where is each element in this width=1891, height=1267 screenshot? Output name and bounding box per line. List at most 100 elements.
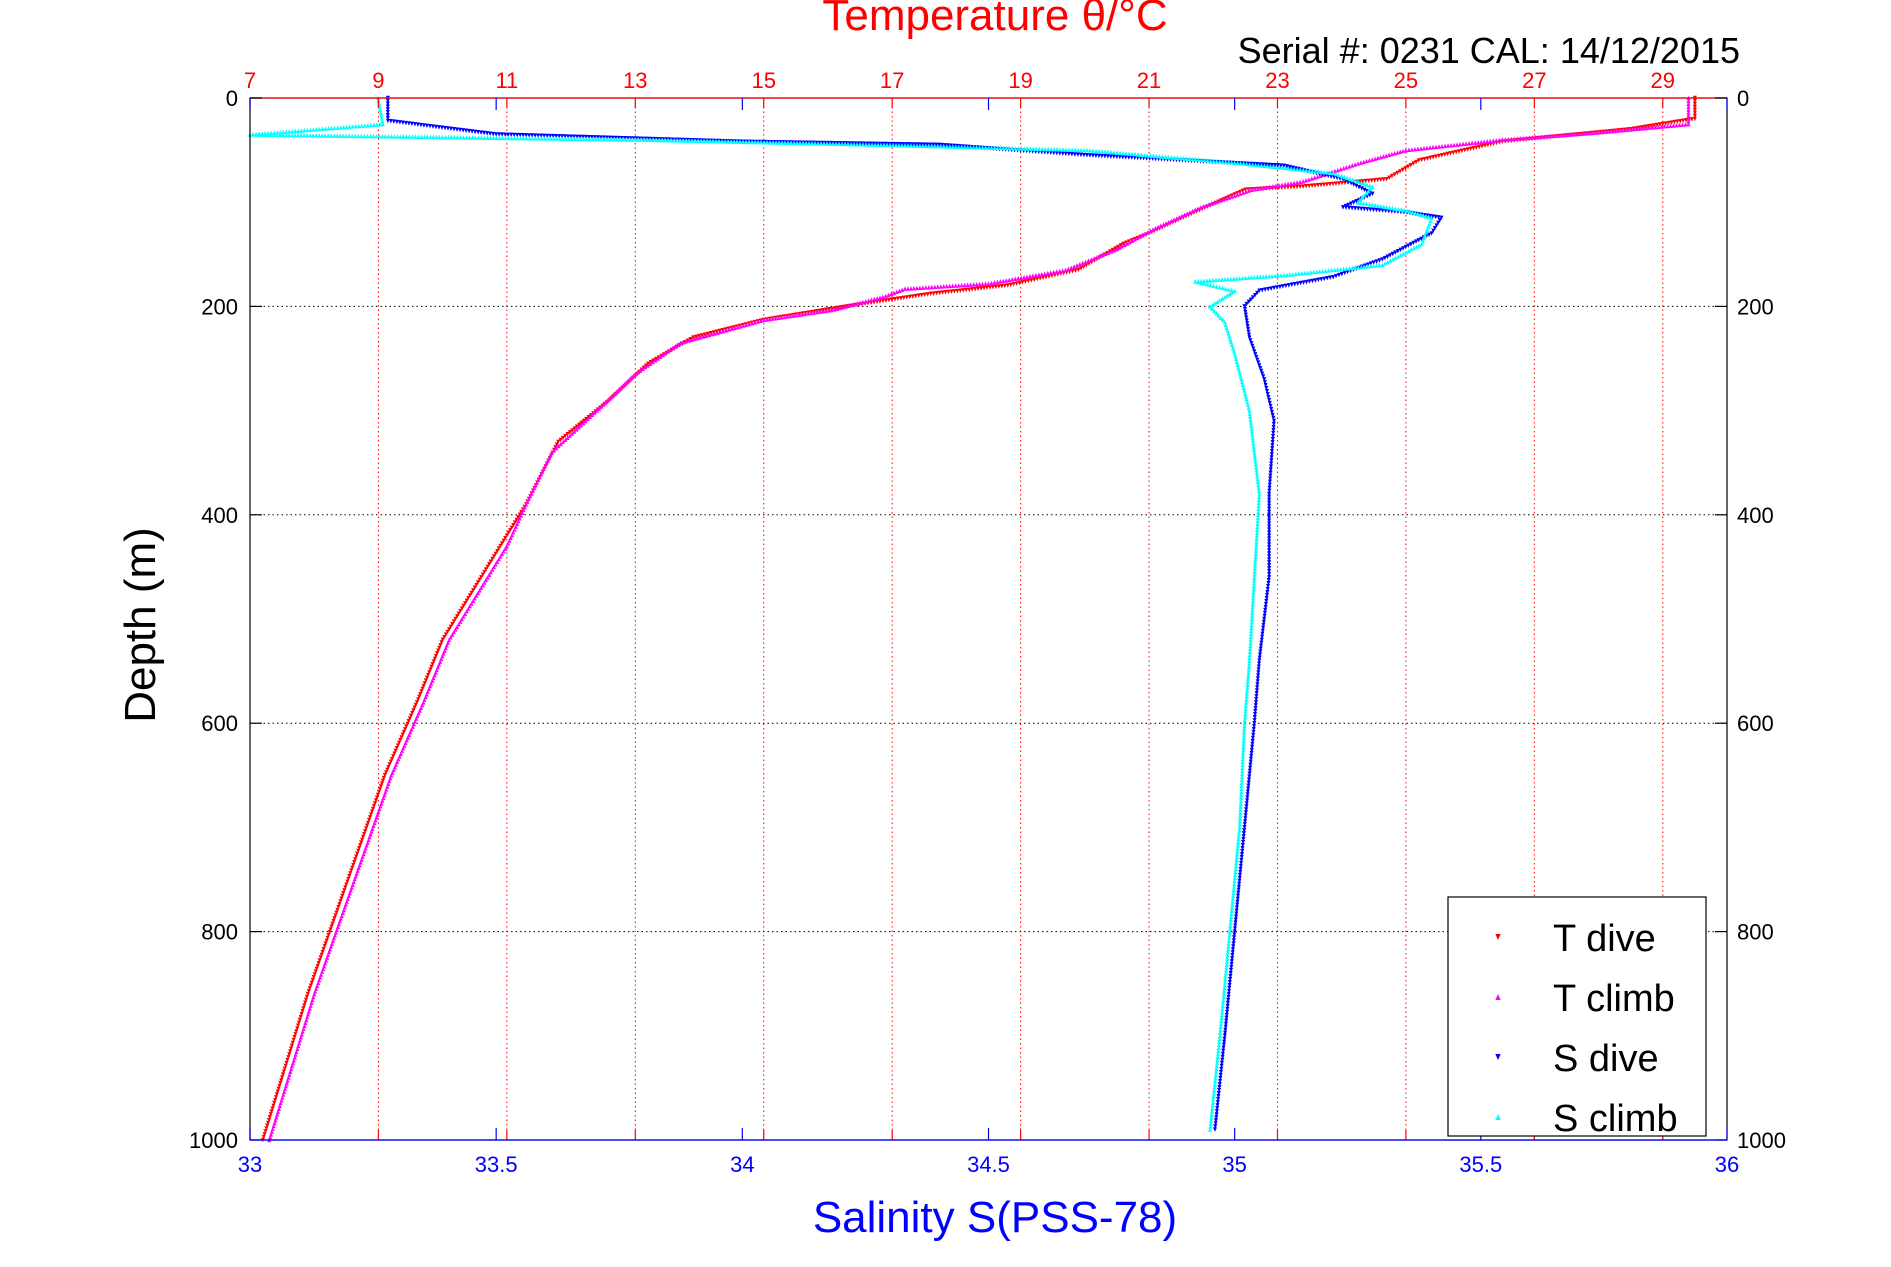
t-dive-point [308,983,313,988]
t-dive-point [1689,117,1694,122]
s-climb-point [1238,807,1243,812]
s-climb-point [1426,214,1431,220]
s-climb-point [698,138,703,144]
s-climb-point [1382,261,1388,266]
s-dive-point [1226,997,1231,1003]
s-climb-point [1247,652,1252,657]
t-climb-point [1341,165,1346,171]
s-climb-point [1237,822,1242,827]
t-climb-point [1174,216,1179,221]
t-dive-point [431,659,436,664]
t-dive-point [934,291,939,296]
t-climb-point [541,466,546,471]
t-climb-point [1301,179,1306,184]
t-climb-point [721,328,726,334]
s-dive-point [482,130,487,136]
t-dive-point [453,616,458,622]
t-dive-point [648,359,653,365]
s-dive-point [1221,1045,1226,1051]
t-climb-point [1479,139,1484,145]
s-climb-point [986,145,991,150]
t-climb-point [1100,252,1105,258]
t-climb-point [838,305,843,311]
s-dive-point [1214,1112,1219,1117]
t-dive-point [474,582,479,588]
t-dive-point [417,694,422,700]
t-dive-point [303,997,309,1003]
s-dive-point [1266,286,1271,292]
s-climb-point [1245,402,1250,408]
s-climb-point [1224,968,1229,973]
s-climb-point [317,126,322,132]
s-climb-point [1296,271,1301,276]
s-climb-point [1208,1127,1213,1132]
temp-tick-label: 15 [751,68,775,93]
s-climb-point [1202,157,1207,163]
t-dive-point [1372,178,1377,183]
t-dive-point [514,517,519,523]
s-climb-point [269,132,274,137]
s-climb-point [876,142,881,147]
t-climb-point [1398,149,1403,154]
s-climb-point [1256,512,1261,518]
s-climb-point [1249,426,1254,431]
s-dive-point [1274,285,1280,290]
s-climb-point [923,143,928,149]
s-climb-point [950,144,955,149]
s-climb-point [1216,1048,1221,1054]
s-climb-point [1237,831,1242,836]
t-climb-point [511,529,516,535]
t-climb-point [554,445,559,451]
t-climb-point [1344,165,1349,170]
s-climb-point [626,137,631,142]
t-dive-point [261,1134,266,1140]
s-climb-point [1249,429,1254,434]
s-dive-point [1257,288,1262,294]
s-climb-point [290,128,295,134]
t-climb-point [1109,249,1114,254]
s-dive-point [1247,335,1252,340]
s-climb-point [1220,296,1225,301]
t-dive-point [946,289,951,295]
t-dive-point [266,1120,271,1126]
t-climb-point [814,309,819,315]
s-climb-point [680,138,685,143]
t-dive-point [321,946,326,952]
s-climb-point [497,135,502,141]
t-dive-point [1663,121,1668,126]
t-climb-point [1387,152,1392,158]
t-dive-point [357,845,362,851]
t-dive-point [501,538,506,544]
depth-tick-label-left: 800 [201,920,238,945]
t-climb-point [724,327,729,333]
s-climb-point [1213,1072,1218,1078]
s-climb-point [1064,147,1069,152]
s-climb-point [1251,586,1256,592]
s-dive-point [403,120,408,126]
t-climb-point [1206,202,1212,207]
s-climb-point [1118,150,1123,156]
s-climb-point [1225,956,1230,961]
t-climb-point [704,333,709,339]
s-dive-point [1250,295,1255,300]
t-dive-point [1666,120,1671,126]
s-climb-point [1193,279,1198,284]
s-climb-point [1235,843,1240,848]
t-climb-point [849,302,854,308]
s-climb-point [299,132,304,138]
t-climb-point [820,309,825,314]
s-climb-point [1220,1003,1225,1009]
s-dive-point [1212,1127,1217,1132]
s-dive-point [1268,470,1273,475]
s-dive-point [446,126,451,131]
s-dive-point [1253,352,1258,357]
s-climb-point [1275,273,1281,278]
s-dive-point [1267,524,1272,529]
s-climb-point [1010,145,1015,151]
t-climb-point [1112,247,1117,253]
s-climb-point [1255,476,1260,482]
t-climb-point [1083,259,1088,265]
s-climb-point [1390,256,1395,262]
s-dive-point [1213,1118,1218,1123]
s-climb-point [1213,1078,1218,1084]
